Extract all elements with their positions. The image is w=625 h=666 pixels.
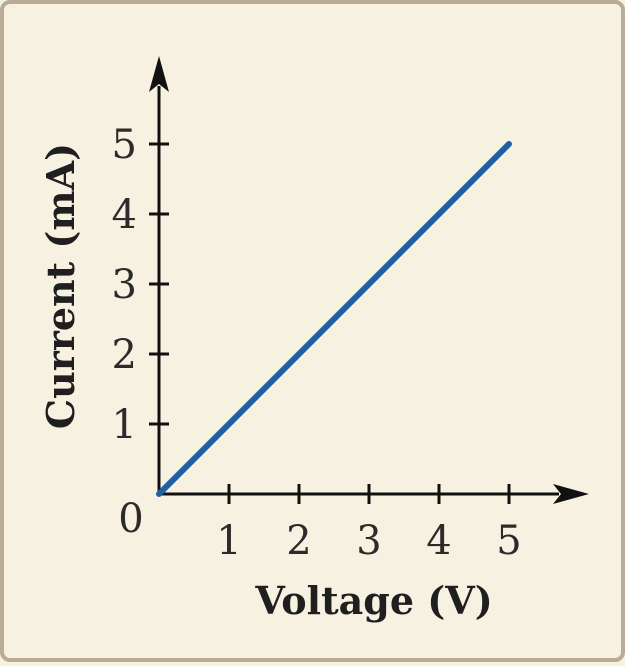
axes [149,56,589,504]
y-tick-label: 1 [112,402,137,448]
x-tick-label: 1 [216,518,241,564]
x-axis-title: Voltage (V) [254,578,492,623]
x-tick-label: 3 [356,518,381,564]
series-line [156,141,512,497]
x-axis-arrow [553,484,589,504]
x-tick-label: 4 [426,518,451,564]
series-group [156,141,512,497]
x-tick-label: 5 [496,518,521,564]
y-tick-label: 2 [112,332,137,378]
origin-label: 0 [118,496,143,542]
y-axis-title: Current (mA) [38,143,83,429]
y-tick-label: 3 [112,262,137,308]
y-tick-label: 4 [112,192,137,238]
x-tick-label: 2 [286,518,311,564]
y-tick-label: 5 [112,122,137,168]
y-axis-arrow [149,56,169,92]
